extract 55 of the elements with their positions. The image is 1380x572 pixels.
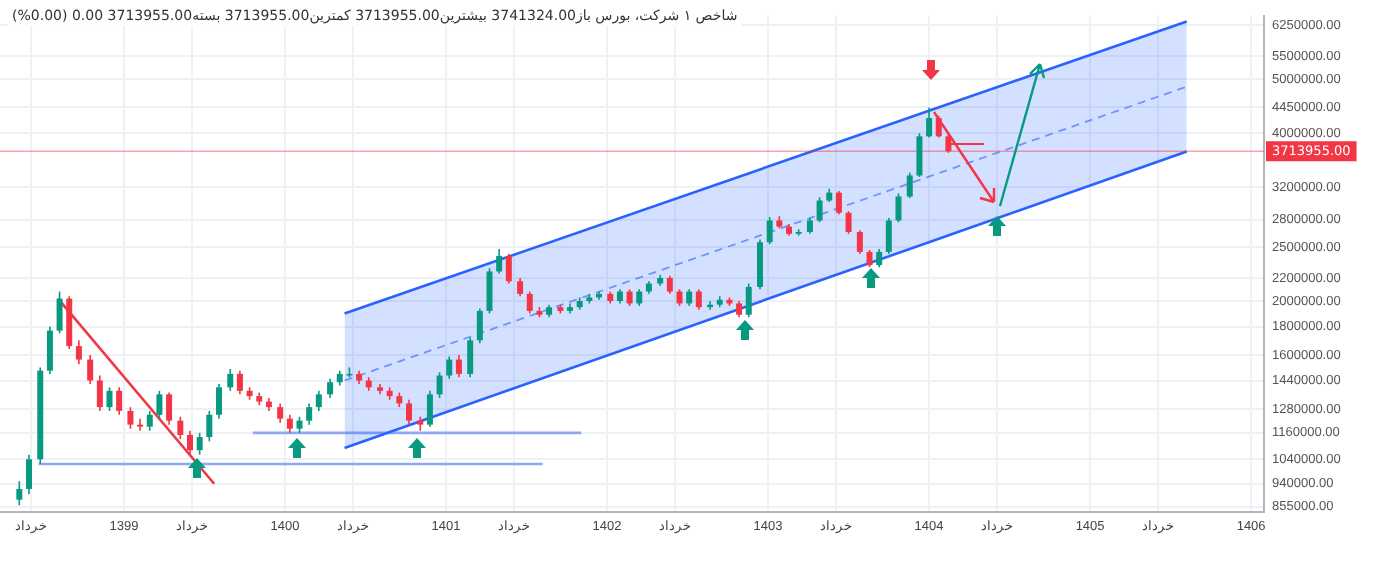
candlestick: [926, 106, 933, 139]
candlestick: [236, 369, 243, 396]
candlestick: [916, 132, 923, 178]
candlestick: [286, 413, 293, 434]
candlestick: [25, 453, 32, 496]
candlestick: [127, 406, 134, 430]
candlestick: [75, 339, 82, 366]
candlestick: [526, 290, 533, 315]
candlestick: [695, 288, 702, 311]
candlestick: [745, 282, 752, 319]
candlestick: [467, 336, 474, 378]
candlestick: [196, 432, 203, 456]
candlestick: [766, 216, 773, 245]
candlestick: [816, 196, 823, 224]
candlestick: [426, 390, 433, 428]
candlestick: [46, 325, 53, 375]
candlestick: [405, 398, 412, 426]
candlestick: [446, 355, 453, 380]
candlestick: [517, 277, 524, 298]
candlestick: [215, 383, 222, 420]
candlestick: [96, 374, 103, 412]
candlestick: [16, 480, 23, 507]
candlestick: [177, 415, 184, 440]
candlestick: [306, 402, 313, 426]
candlestick: [666, 274, 673, 295]
candlestick: [876, 248, 883, 269]
candlestick: [476, 307, 483, 345]
candlestick: [417, 415, 424, 432]
candlestick: [146, 410, 153, 432]
candlestick: [137, 417, 144, 432]
candlestick: [906, 171, 913, 199]
candlestick: [486, 267, 493, 315]
candlestick: [496, 248, 503, 275]
candlestick: [835, 190, 842, 216]
candlestick: [757, 238, 764, 291]
candlestick: [436, 371, 443, 399]
candlestick: [187, 429, 193, 456]
candlestick: [856, 229, 863, 255]
candlestick: [505, 253, 512, 285]
candlestick: [116, 386, 123, 416]
candlestick: [277, 402, 284, 424]
candlestick: [315, 390, 322, 412]
candlestick: [56, 290, 63, 335]
candlestick: [945, 133, 952, 154]
candlestick: [895, 192, 902, 224]
candlestick: [106, 386, 113, 412]
candlestick: [885, 217, 892, 255]
candlestick: [455, 354, 462, 378]
candlestick: [87, 354, 94, 385]
candlestick: [845, 210, 852, 235]
candlestick: [227, 368, 234, 392]
candlestick: [156, 390, 163, 420]
candlestick: [327, 378, 334, 399]
candlestick: [206, 410, 213, 443]
candlestick: [166, 391, 173, 426]
